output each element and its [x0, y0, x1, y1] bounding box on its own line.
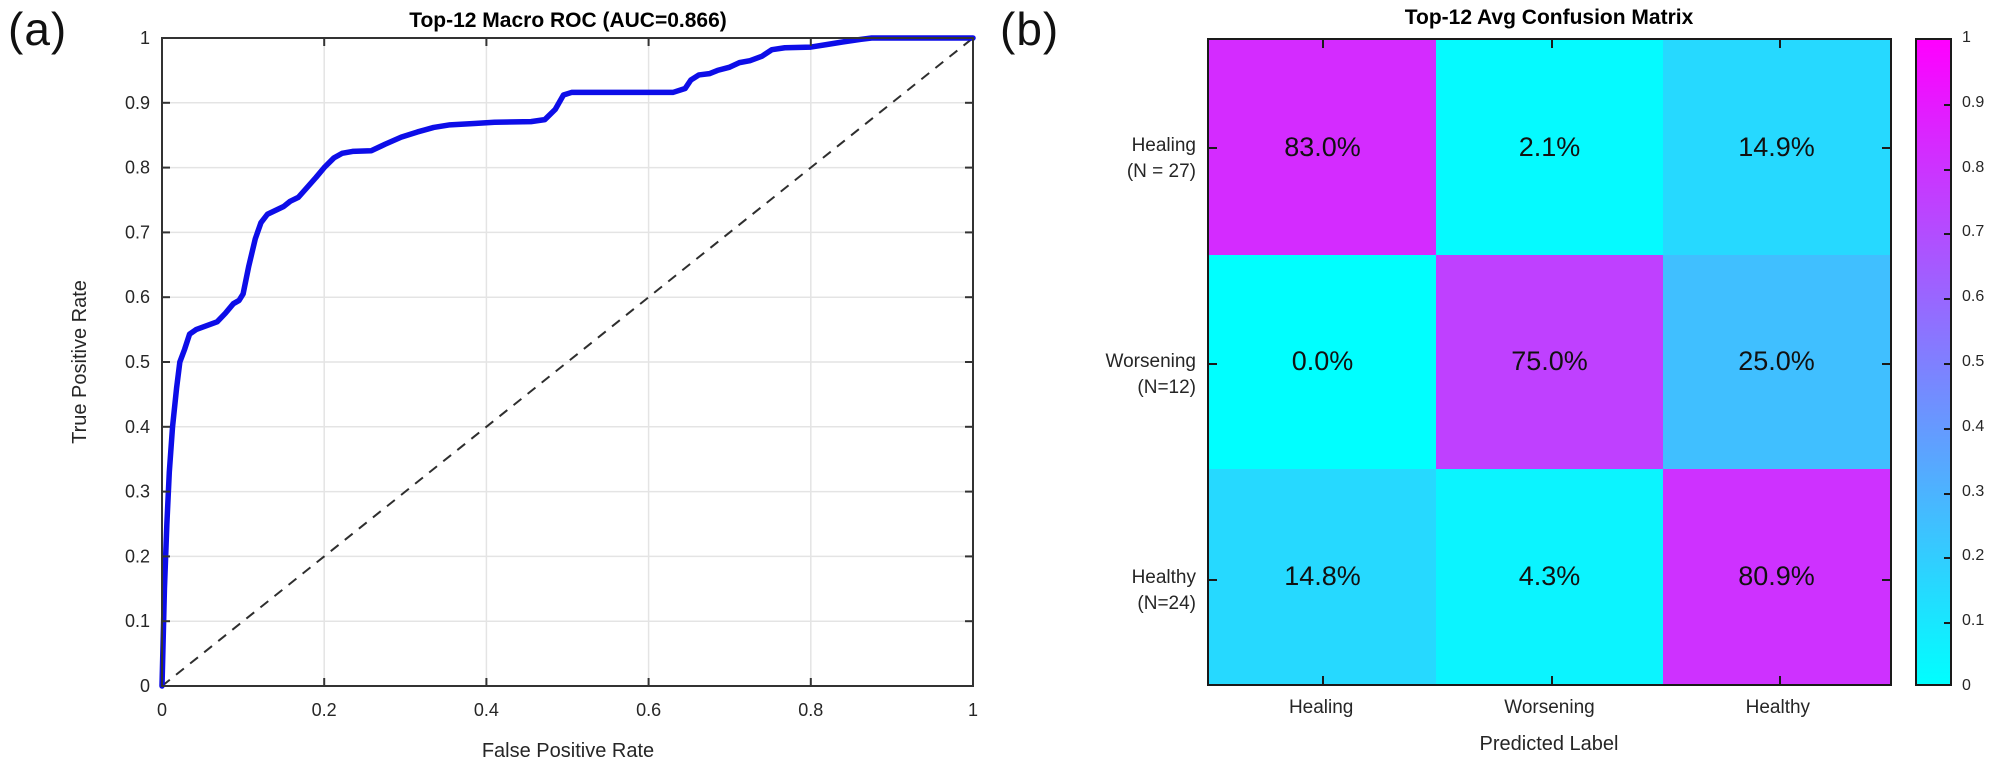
panel-a-label: (a) [8, 3, 68, 55]
colorbar-tick-mark [1944, 622, 1950, 625]
column-label-healthy: Healthy [1745, 697, 1811, 718]
x-tick-label: 1 [968, 700, 978, 720]
colorbar-tick-mark [1944, 103, 1950, 106]
matrix-tick-mark [1209, 363, 1217, 365]
column-label-healing: Healing [1288, 697, 1354, 718]
panel-b-label: (b) [1000, 3, 1060, 55]
heatmap-cell: 2.1% [1436, 40, 1663, 255]
y-tick-label: 0.1 [125, 611, 150, 631]
heatmap-cell-value: 2.1% [1518, 131, 1581, 162]
heatmap-cell: 4.3% [1436, 469, 1663, 684]
y-tick-label: 0.4 [125, 417, 150, 437]
colorbar-tick-label: 1 [1962, 29, 1971, 46]
roc-y-tick-labels: 0 0.1 0.2 0.3 0.4 0.5 0.6 0.7 0.8 0.9 1 [125, 28, 150, 696]
roc-y-axis-label: True Positive Rate [69, 280, 91, 444]
matrix-tick-mark [1209, 579, 1217, 581]
heatmap-cell: 83.0% [1209, 40, 1436, 255]
column-label-worsening: Worsening [1504, 697, 1595, 718]
matrix-tick-mark [1778, 40, 1781, 48]
x-tick-label: 0.2 [312, 700, 337, 720]
colorbar-tick-label: 0.2 [1962, 547, 1985, 565]
matrix-tick-mark [1322, 40, 1325, 48]
heatmap-cell-value: 25.0% [1738, 346, 1815, 377]
y-tick-label: 0 [140, 676, 150, 696]
colorbar-gradient [1915, 38, 1952, 686]
heatmap-cell-value: 80.9% [1738, 561, 1815, 592]
heatmap-cell-value: 4.3% [1518, 561, 1581, 592]
heatmap-cell-value: 83.0% [1284, 131, 1361, 162]
colorbar-tick-mark [1944, 427, 1950, 430]
colorbar-tick-mark [1944, 363, 1950, 365]
matrix-tick-mark [1882, 579, 1890, 581]
heatmap-cell: 80.9% [1663, 469, 1890, 684]
y-tick-label: 0.5 [125, 352, 150, 372]
x-tick-label: 0 [157, 700, 167, 720]
row-label-line: (N=12) [1137, 377, 1196, 398]
colorbar-tick-mark [1944, 168, 1950, 171]
row-label-line: Healing [1131, 135, 1196, 156]
x-tick-label: 0.8 [798, 700, 823, 720]
row-label-healing: Healing (N = 27) [1000, 133, 1196, 185]
heatmap-cell: 25.0% [1663, 254, 1890, 470]
colorbar-tick-label: 0.9 [1962, 93, 1985, 111]
colorbar-tick-label: 0.7 [1962, 223, 1985, 241]
colorbar-tick-label: 0.5 [1962, 353, 1985, 370]
row-label-line: Healthy [1131, 567, 1196, 588]
matrix-tick-mark [1778, 676, 1781, 684]
x-tick-label: 0.6 [636, 700, 661, 720]
colorbar-tick-mark [1944, 557, 1950, 560]
colorbar-tick-label: 0 [1962, 677, 1971, 694]
roc-chance-diagonal-line [161, 37, 974, 687]
y-tick-label: 0.9 [125, 93, 150, 113]
roc-curve-line [159, 35, 976, 689]
colorbar-tick-label: 0.6 [1962, 288, 1985, 306]
row-label-line: Worsening [1105, 351, 1196, 372]
y-tick-label: 1 [140, 28, 150, 48]
matrix-tick-mark [1882, 147, 1890, 149]
matrix-tick-mark [1882, 363, 1890, 365]
y-tick-label: 0.7 [125, 222, 150, 242]
row-label-line: (N=24) [1137, 593, 1196, 614]
colorbar-tick-label: 0.4 [1962, 417, 1985, 435]
y-tick-label: 0.3 [125, 482, 150, 502]
x-tick-label: 0.4 [474, 700, 499, 720]
matrix-tick-mark [1322, 676, 1325, 684]
matrix-tick-mark [1550, 676, 1553, 684]
confusion-matrix-title: Top-12 Avg Confusion Matrix [1404, 6, 1694, 29]
roc-plot: 0 0.2 0.4 0.6 0.8 1 0 0.1 0.2 0.3 0.4 0.5 0.6 0.7 0.8… [69, 9, 978, 762]
heatmap-cell-value: 0.0% [1291, 346, 1354, 377]
y-tick-label: 0.2 [125, 546, 150, 566]
colorbar-tick-label: 0.3 [1962, 482, 1985, 500]
y-tick-label: 0.8 [125, 158, 150, 178]
heatmap-cell-value: 14.9% [1738, 131, 1815, 162]
heatmap-cell: 14.8% [1209, 469, 1436, 684]
y-tick-label: 0.6 [125, 287, 150, 307]
confusion-matrix-heatmap: 83.0% 2.1% 14.9% 0.0% 75.0% 25.0% 14.8% 4.3% 80.… [1207, 38, 1892, 686]
colorbar-tick-mark [1944, 233, 1950, 236]
heatmap-cell-value: 75.0% [1511, 346, 1588, 377]
heatmap-cell: 14.9% [1663, 40, 1890, 255]
confusion-matrix-x-axis-label: Predicted Label [1479, 733, 1619, 755]
heatmap-cell: 0.0% [1209, 254, 1436, 470]
matrix-tick-mark [1550, 40, 1553, 48]
roc-x-tick-labels: 0 0.2 0.4 0.6 0.8 1 [157, 700, 978, 720]
roc-gridlines [162, 38, 973, 686]
colorbar-tick-mark [1944, 298, 1950, 301]
colorbar-tick-mark [1944, 492, 1950, 495]
row-label-line: (N = 27) [1126, 161, 1196, 182]
heatmap-cell: 75.0% [1436, 254, 1663, 470]
row-label-healthy: Healthy (N=24) [1000, 565, 1196, 617]
row-label-worsening: Worsening (N=12) [1000, 349, 1196, 401]
roc-tick-marks [161, 37, 974, 687]
roc-title: Top-12 Macro ROC (AUC=0.866) [409, 9, 727, 32]
matrix-tick-mark [1209, 147, 1217, 149]
colorbar-tick-label: 0.1 [1962, 612, 1985, 630]
colorbar-tick-label: 0.8 [1962, 158, 1985, 176]
heatmap-cell-value: 14.8% [1284, 561, 1361, 592]
roc-x-axis-label: False Positive Rate [482, 740, 654, 762]
